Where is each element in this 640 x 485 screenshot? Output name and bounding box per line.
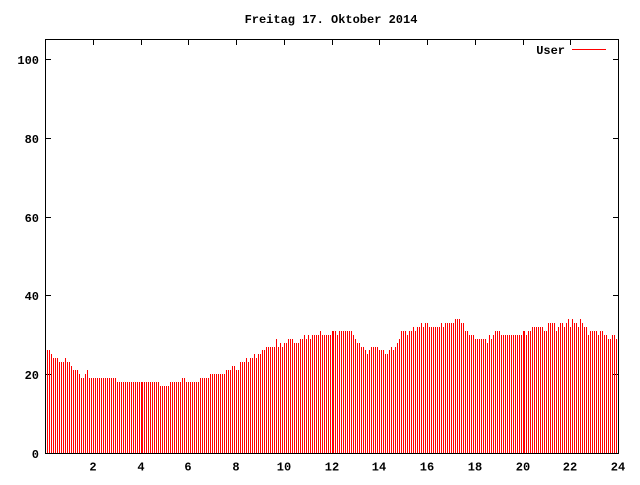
svg-text:0: 0 xyxy=(32,448,39,462)
svg-text:Freitag 17. Oktober 2014: Freitag 17. Oktober 2014 xyxy=(245,13,418,27)
svg-text:60: 60 xyxy=(25,212,39,226)
svg-text:User: User xyxy=(536,44,565,58)
svg-text:22: 22 xyxy=(563,461,577,475)
svg-text:6: 6 xyxy=(184,461,191,475)
svg-text:10: 10 xyxy=(277,461,291,475)
svg-text:16: 16 xyxy=(420,461,434,475)
svg-text:40: 40 xyxy=(25,290,39,304)
svg-text:20: 20 xyxy=(516,461,530,475)
svg-text:4: 4 xyxy=(137,461,144,475)
svg-text:100: 100 xyxy=(17,54,39,68)
svg-text:18: 18 xyxy=(468,461,482,475)
svg-text:80: 80 xyxy=(25,133,39,147)
svg-text:14: 14 xyxy=(372,461,386,475)
svg-text:8: 8 xyxy=(232,461,239,475)
svg-text:24: 24 xyxy=(611,461,625,475)
svg-text:2: 2 xyxy=(89,461,96,475)
svg-text:20: 20 xyxy=(25,369,39,383)
svg-text:12: 12 xyxy=(325,461,339,475)
